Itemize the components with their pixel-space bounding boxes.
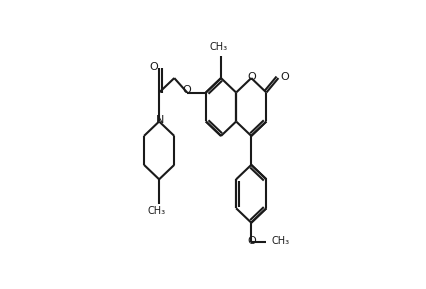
Text: O: O (280, 72, 289, 82)
Text: O: O (247, 236, 256, 246)
Text: CH₃: CH₃ (209, 42, 227, 52)
Text: O: O (183, 85, 192, 95)
Text: CH₃: CH₃ (147, 206, 166, 216)
Text: N: N (155, 115, 164, 125)
Text: O: O (247, 72, 256, 82)
Text: O: O (150, 62, 158, 72)
Text: CH₃: CH₃ (271, 236, 289, 246)
